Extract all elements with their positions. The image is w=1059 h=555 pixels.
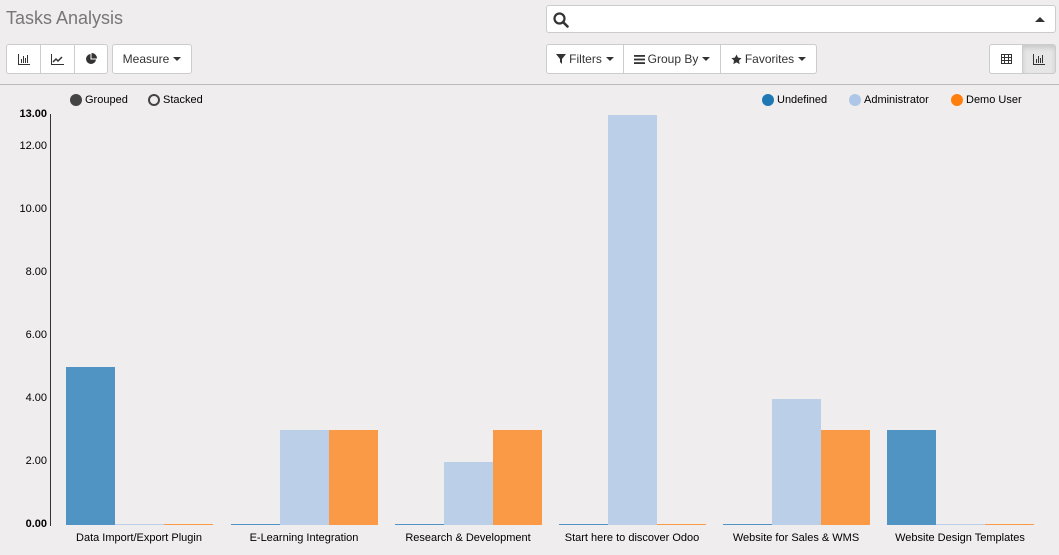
bar-chart-icon — [1033, 53, 1045, 65]
x-tick-label: Start here to discover Odoo — [564, 532, 700, 544]
pie-chart-icon — [86, 53, 97, 64]
x-tick-label: Website for Sales & WMS — [732, 532, 860, 544]
x-tick-label: Website Design Templates — [895, 532, 1025, 544]
y-axis — [50, 114, 51, 526]
bar[interactable] — [231, 523, 280, 525]
x-tick-label: Data Import/Export Plugin — [76, 532, 202, 544]
stacked-toggle[interactable]: Stacked — [148, 94, 203, 106]
measure-label: Measure — [122, 52, 170, 66]
header-divider — [0, 84, 1059, 85]
search-icon — [553, 12, 569, 28]
y-tick-label: 13.00 — [19, 108, 47, 120]
bar[interactable] — [444, 461, 493, 525]
x-tick-label: E-Learning Integration — [249, 532, 359, 544]
bar[interactable] — [280, 430, 329, 525]
y-tick-label: 2.00 — [25, 454, 47, 467]
bar-chart-icon — [17, 53, 30, 65]
bar[interactable] — [115, 523, 164, 525]
star-icon — [731, 53, 742, 64]
filter-icon — [556, 54, 567, 64]
search-bar[interactable] — [546, 5, 1056, 33]
caret-down-icon — [702, 57, 711, 61]
caret-down-icon — [798, 57, 807, 61]
bar[interactable] — [395, 523, 444, 525]
bar[interactable] — [985, 523, 1034, 525]
measure-group: Measure — [112, 44, 192, 74]
bar-chart-button[interactable] — [6, 44, 41, 74]
legend-label: Undefined — [777, 94, 828, 106]
bar[interactable] — [887, 430, 936, 525]
y-tick-label: 0.00 — [25, 518, 47, 530]
bar[interactable] — [493, 430, 542, 525]
y-tick-label: 6.00 — [25, 328, 47, 341]
grouped-label: Grouped — [85, 94, 128, 106]
pie-chart-button[interactable] — [74, 44, 108, 74]
y-tick-label: 4.00 — [25, 391, 47, 404]
legend-dot-icon — [951, 94, 963, 106]
y-tick-label: 12.00 — [19, 139, 47, 152]
grouped-toggle[interactable]: Grouped — [70, 94, 128, 106]
bar[interactable] — [66, 367, 115, 525]
graph-view-button[interactable] — [1022, 44, 1056, 74]
filters-label: Filters — [569, 52, 602, 66]
x-tick-label: Research & Development — [405, 532, 531, 544]
toggle-search-panel-icon[interactable] — [1035, 17, 1045, 22]
y-tick-label: 8.00 — [25, 265, 47, 278]
group-by-label: Group By — [647, 52, 699, 66]
list-icon — [633, 54, 645, 64]
legend-dot-icon — [849, 94, 861, 106]
y-tick-label: 10.00 — [19, 202, 47, 215]
caret-down-icon — [173, 57, 182, 61]
bar[interactable] — [608, 115, 657, 525]
bar[interactable] — [936, 523, 985, 525]
group-by-dropdown[interactable]: Group By — [623, 44, 721, 74]
bar[interactable] — [772, 398, 821, 525]
chart-type-group — [6, 44, 108, 74]
legend-label: Administrator — [864, 94, 929, 106]
legend-label: Demo User — [966, 94, 1022, 106]
bar[interactable] — [723, 523, 772, 525]
view-switcher — [989, 44, 1056, 74]
search-input[interactable] — [575, 9, 1015, 29]
bar[interactable] — [559, 523, 608, 525]
legend-dot-icon — [762, 94, 774, 106]
radio-selected-icon — [70, 94, 82, 106]
caret-down-icon — [605, 57, 614, 61]
search-options-group: Filters Group By Favorites — [546, 44, 817, 74]
measure-dropdown[interactable]: Measure — [112, 44, 192, 74]
grid-icon — [1000, 54, 1012, 64]
favorites-label: Favorites — [744, 52, 795, 66]
bar[interactable] — [164, 523, 213, 525]
legend-item-administrator[interactable]: Administrator — [849, 94, 929, 106]
line-chart-button[interactable] — [40, 44, 75, 74]
pivot-view-button[interactable] — [989, 44, 1023, 74]
favorites-dropdown[interactable]: Favorites — [720, 44, 817, 74]
legend-item-undefined[interactable]: Undefined — [762, 94, 827, 106]
radio-unselected-icon — [148, 94, 160, 106]
bar[interactable] — [329, 430, 378, 525]
line-chart-icon — [51, 53, 64, 65]
filters-dropdown[interactable]: Filters — [546, 44, 624, 74]
page-title: Tasks Analysis — [6, 8, 124, 28]
stacked-label: Stacked — [163, 94, 203, 106]
bar[interactable] — [821, 430, 870, 525]
legend-item-demo-user[interactable]: Demo User — [951, 94, 1022, 106]
bar[interactable] — [657, 523, 706, 525]
